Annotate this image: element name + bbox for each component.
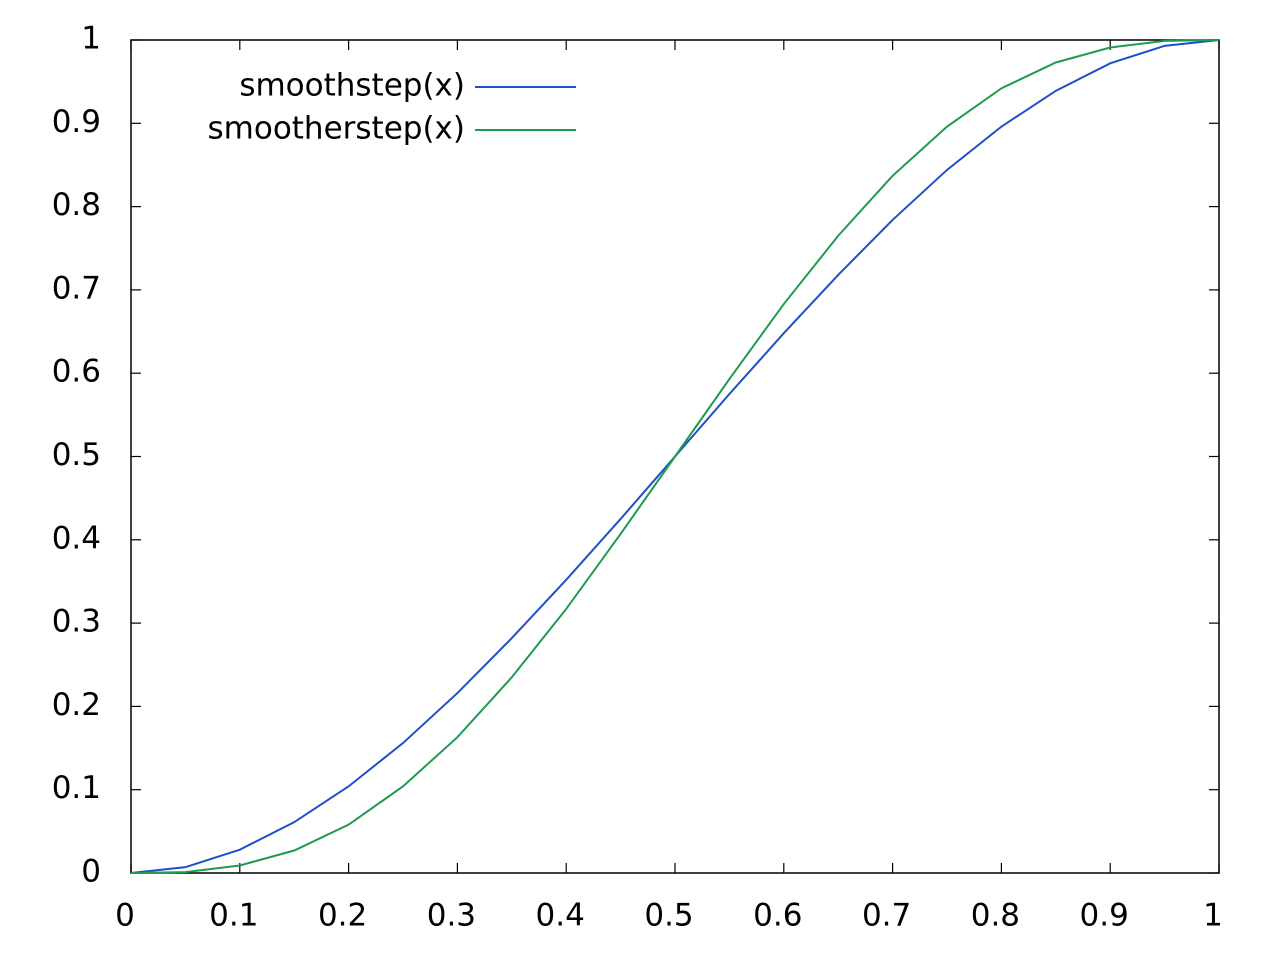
x-tick-label: 0.8 xyxy=(971,898,1020,934)
y-tick-label: 0.5 xyxy=(52,437,101,473)
y-tick-label: 0.6 xyxy=(52,354,101,390)
x-tick-label: 0.2 xyxy=(318,898,367,934)
x-tick-label: 0.3 xyxy=(427,898,476,934)
x-tick-label: 0.4 xyxy=(536,898,585,934)
legend-label: smootherstep(x) xyxy=(208,111,466,147)
legend-label: smoothstep(x) xyxy=(239,68,465,104)
y-tick-label: 0.8 xyxy=(52,187,101,223)
x-tick-label: 0.1 xyxy=(209,898,258,934)
y-tick-label: 0.9 xyxy=(52,104,101,140)
y-tick-label: 0.7 xyxy=(52,270,101,306)
x-tick-label: 0.6 xyxy=(753,898,802,934)
y-tick-label: 0.1 xyxy=(52,770,101,806)
y-tick-label: 0 xyxy=(81,854,101,890)
x-tick-label: 0.9 xyxy=(1080,898,1129,934)
y-tick-label: 0.4 xyxy=(52,520,101,556)
y-tick-label: 0.2 xyxy=(52,687,101,723)
x-tick-label: 0.7 xyxy=(862,898,911,934)
x-tick-label: 1 xyxy=(1203,898,1223,934)
x-tick-label: 0.5 xyxy=(644,898,693,934)
series-line xyxy=(130,39,1220,874)
y-tick-label: 1 xyxy=(81,21,101,57)
x-tick-label: 0 xyxy=(115,898,135,934)
y-tick-label: 0.3 xyxy=(52,604,101,640)
